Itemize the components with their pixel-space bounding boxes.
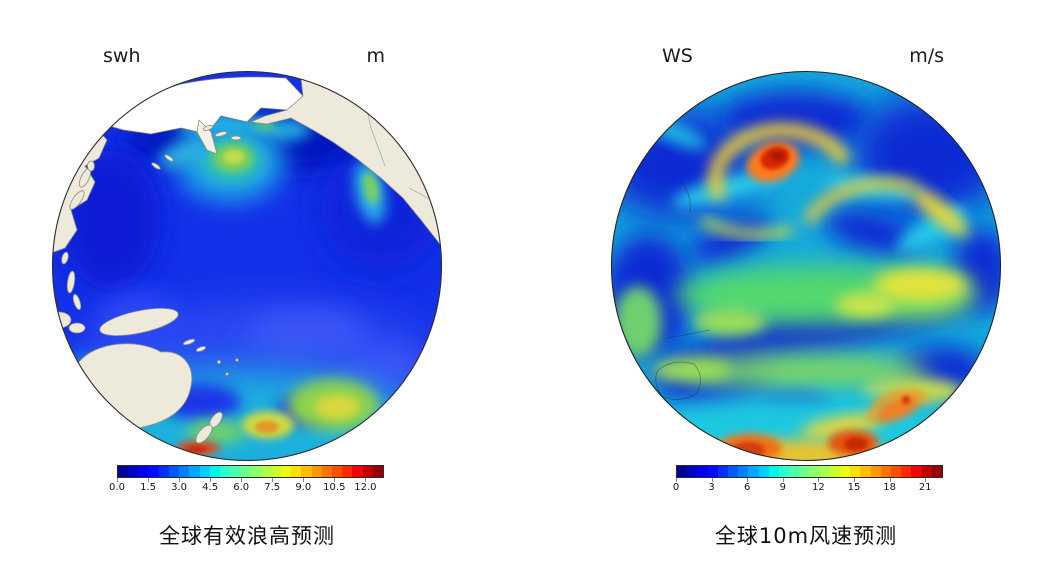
- swh-colorbar: 0.0 1.5 3.0 4.5 6.0 7.5 9.0 10.5 12.0: [109, 465, 384, 493]
- ws-variable-label: WS: [662, 45, 693, 67]
- ws-unit-label: m/s: [909, 45, 944, 67]
- ws-header: WS m/s: [662, 45, 944, 67]
- swh-panel: swh m: [0, 0, 525, 564]
- ws-colorbar-gradient: [676, 465, 943, 478]
- swh-globe-image: [51, 70, 443, 462]
- ws-panel: WS m/s: [525, 0, 1050, 564]
- ws-globe: [610, 70, 1002, 462]
- swh-unit-label: m: [366, 45, 385, 67]
- ws-colorbar-labels: 0 3 6 9 12 15 18 21: [672, 482, 932, 493]
- swh-colorbar-labels: 0.0 1.5 3.0 4.5 6.0 7.5 9.0 10.5 12.0: [109, 482, 377, 493]
- ws-colorbar: 0 3 6 9 12 15 18 21: [673, 465, 943, 493]
- ws-caption: 全球10m风速预测: [714, 524, 898, 548]
- swh-variable-label: swh: [103, 45, 141, 67]
- ws-colorbar-ticks: [676, 478, 943, 483]
- swh-caption: 全球有效浪高预测: [159, 524, 335, 548]
- swh-globe: [51, 70, 443, 462]
- ws-globe-image: [610, 70, 1002, 462]
- swh-colorbar-ticks: [117, 478, 384, 483]
- swh-colorbar-gradient: [117, 465, 384, 478]
- swh-header: swh m: [103, 45, 385, 67]
